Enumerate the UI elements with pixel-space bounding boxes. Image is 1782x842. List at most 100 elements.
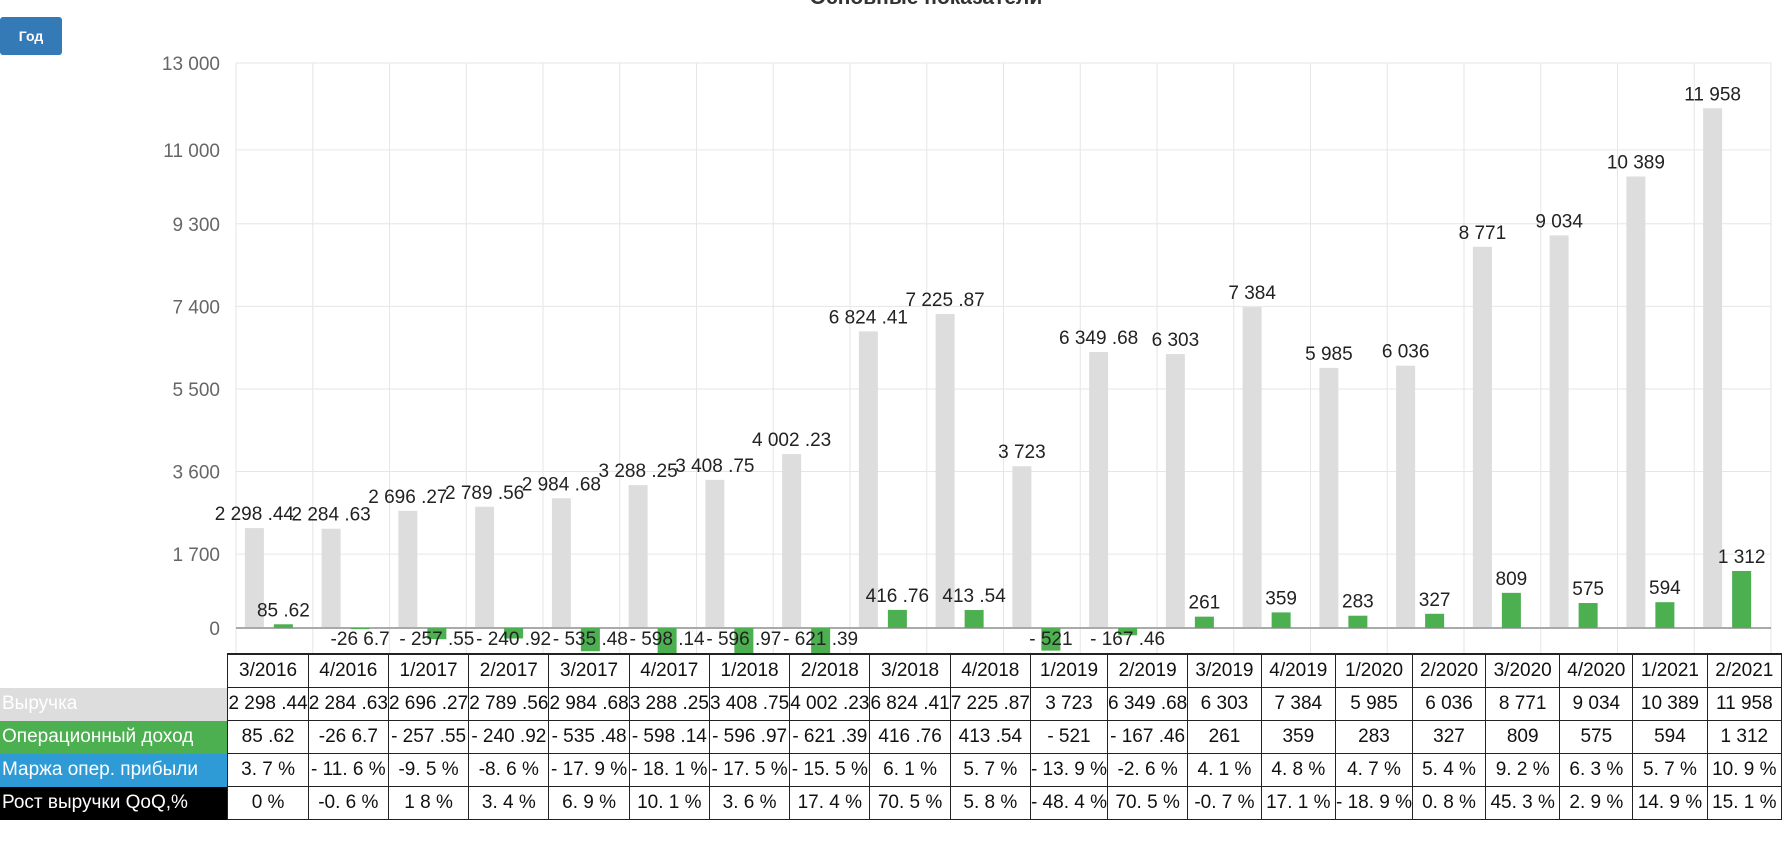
table-cell: 3 723	[1029, 687, 1109, 721]
operating-income-bar-label: 85 .62	[257, 600, 310, 621]
operating-income-bar[interactable]	[657, 628, 677, 654]
operating-income-bar[interactable]	[1041, 628, 1061, 651]
revenue-bar[interactable]	[398, 510, 418, 628]
table-cell: 283	[1334, 720, 1414, 754]
revenue-bar-label: 2 284 .63	[292, 505, 371, 526]
table-cell: 6 036	[1412, 687, 1486, 721]
table-cell: 4. 8 %	[1260, 753, 1336, 787]
table-cell: 6 824 .41	[869, 687, 951, 721]
operating-income-bar[interactable]	[734, 628, 754, 654]
revenue-bar[interactable]	[1396, 365, 1416, 628]
y-tick-label: 13 000	[162, 54, 220, 75]
table-cell: 7 225 .87	[949, 687, 1031, 721]
operating-income-bar[interactable]	[964, 610, 984, 628]
revenue-bar-label: 2 789 .56	[445, 483, 524, 504]
table-corner-cell	[0, 654, 228, 688]
table-cell: 2 984 .68	[548, 687, 630, 721]
revenue-bar[interactable]	[321, 528, 341, 628]
revenue-bar[interactable]	[1319, 367, 1339, 628]
revenue-bar[interactable]	[935, 313, 955, 628]
table-cell: 594	[1632, 720, 1708, 754]
table-cell: 416 .76	[869, 720, 951, 754]
operating-income-bar[interactable]	[1271, 612, 1291, 628]
revenue-bar[interactable]	[1165, 354, 1185, 628]
table-cell: 575	[1559, 720, 1634, 754]
revenue-bar[interactable]	[628, 485, 648, 628]
operating-income-bar[interactable]	[1425, 613, 1445, 628]
operating-income-bar-label: - 240 .92	[476, 629, 551, 650]
table-cell: 11 958	[1706, 687, 1782, 721]
table-period-header: 1/2018	[708, 653, 791, 688]
revenue-bar[interactable]	[1012, 466, 1032, 628]
revenue-bar-label: 3 723	[998, 442, 1046, 463]
table-cell: 15. 1 %	[1706, 786, 1782, 820]
table-cell: 70. 5 %	[869, 786, 951, 820]
revenue-bar[interactable]	[858, 331, 878, 628]
table-cell: 2. 9 %	[1559, 786, 1634, 820]
revenue-bar-label: 6 303	[1152, 330, 1200, 351]
operating-income-bar-label: - 521	[1029, 629, 1072, 650]
operating-income-bar-label: - 535 .48	[553, 629, 628, 650]
revenue-bar[interactable]	[1626, 176, 1646, 628]
table-cell: 10. 9 %	[1706, 753, 1782, 787]
revenue-bar[interactable]	[1242, 307, 1262, 628]
table-period-header: 2/2020	[1412, 653, 1486, 688]
operating-income-bar[interactable]	[1655, 602, 1675, 628]
table-cell: 327	[1412, 720, 1486, 754]
operating-income-bar[interactable]	[504, 628, 524, 639]
operating-income-bar[interactable]	[1348, 615, 1368, 628]
table-row-label: Выручка	[0, 687, 228, 721]
revenue-bar[interactable]	[1089, 352, 1109, 628]
operating-income-bar[interactable]	[350, 628, 370, 630]
table-cell: 6. 9 %	[548, 786, 630, 820]
revenue-bar[interactable]	[244, 528, 264, 628]
operating-income-bar-label: 327	[1419, 590, 1451, 611]
y-tick-label: 7 400	[172, 297, 220, 318]
table-cell: - 18. 1 %	[628, 753, 710, 787]
operating-income-bar-label: - 598 .14	[630, 629, 705, 650]
table-period-header: 3/2016	[227, 653, 309, 688]
operating-income-bar[interactable]	[887, 609, 907, 628]
table-cell: 14. 9 %	[1632, 786, 1708, 820]
operating-income-bar[interactable]	[811, 628, 831, 656]
table-row: Выручка 2 298 .44 2 284 .63 2 696 .27 2 789 …	[0, 687, 1782, 721]
revenue-bar[interactable]	[1549, 235, 1569, 628]
revenue-bar[interactable]	[782, 454, 802, 628]
table-period-header: 3/2018	[869, 653, 951, 688]
operating-income-bar[interactable]	[1118, 628, 1138, 636]
table-period-header: 1/2019	[1029, 653, 1109, 688]
operating-income-bar[interactable]	[1501, 592, 1521, 628]
table-row: Маржа опер. прибыли 3. 7 % - 11. 6 % -9. 5 …	[0, 753, 1782, 787]
revenue-bar[interactable]	[1703, 108, 1723, 628]
operating-income-bar[interactable]	[1578, 603, 1598, 628]
table-row-label: Рост выручки QoQ,%	[0, 786, 228, 820]
table-cell: 5 985	[1334, 687, 1414, 721]
table-cell: 2 284 .63	[307, 687, 389, 721]
revenue-bar[interactable]	[1472, 246, 1492, 629]
table-cell: 7 384	[1260, 687, 1336, 721]
table-cell: - 13. 9 %	[1029, 753, 1109, 787]
revenue-bar-label: 8 771	[1459, 223, 1507, 244]
revenue-bar-label: 6 824 .41	[829, 307, 908, 328]
table-cell: 359	[1260, 720, 1336, 754]
revenue-bar[interactable]	[705, 479, 725, 628]
operating-income-bar[interactable]	[1732, 570, 1752, 628]
table-cell: - 598 .14	[628, 720, 710, 754]
table-period-header: 1/2017	[387, 653, 470, 688]
revenue-bar[interactable]	[475, 506, 495, 628]
table-cell: 6 349 .68	[1106, 687, 1189, 721]
revenue-bar[interactable]	[551, 498, 571, 628]
table-cell: -0. 6 %	[307, 786, 389, 820]
table-header-row: 3/2016 4/2016 1/2017 2/2017 3/2017 4/2017 1/20…	[0, 653, 1782, 688]
table-cell: - 167 .46	[1106, 720, 1189, 754]
operating-income-bar[interactable]	[427, 628, 447, 640]
operating-income-bar-label: 261	[1189, 593, 1221, 614]
table-period-header: 1/2020	[1334, 653, 1414, 688]
year-period-button[interactable]: Год	[0, 17, 62, 55]
operating-income-bar-label: - 257 .55	[399, 629, 474, 650]
table-period-header: 3/2019	[1187, 653, 1262, 688]
operating-income-bar[interactable]	[1194, 616, 1214, 628]
operating-income-bar[interactable]	[273, 624, 293, 628]
table-period-header: 4/2020	[1559, 653, 1634, 688]
operating-income-bar[interactable]	[580, 628, 600, 652]
